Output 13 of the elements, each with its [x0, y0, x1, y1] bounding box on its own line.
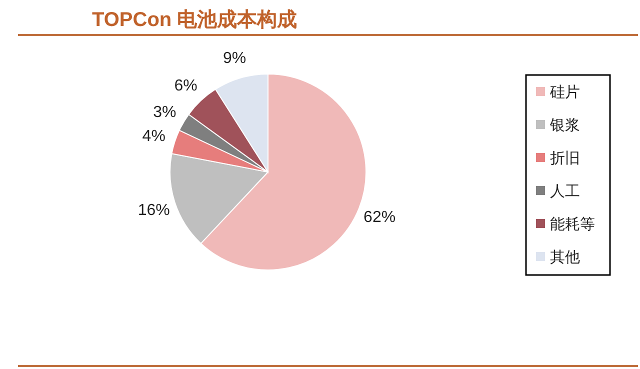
data-label: 6% [174, 78, 198, 95]
data-label: 3% [153, 104, 176, 121]
legend-label: 折旧 [550, 150, 580, 167]
legend-label: 能耗等 [550, 216, 595, 233]
data-label: 16% [138, 202, 170, 220]
legend-label: 银浆 [549, 117, 580, 134]
legend-label: 其他 [550, 249, 580, 266]
chart-title: TOPCon 电池成本构成 [92, 9, 298, 31]
legend-label: 人工 [550, 183, 580, 200]
legend-label: 硅片 [549, 84, 580, 101]
data-label: 9% [222, 50, 246, 67]
data-label: 4% [142, 128, 166, 145]
data-label: 62% [364, 209, 396, 226]
